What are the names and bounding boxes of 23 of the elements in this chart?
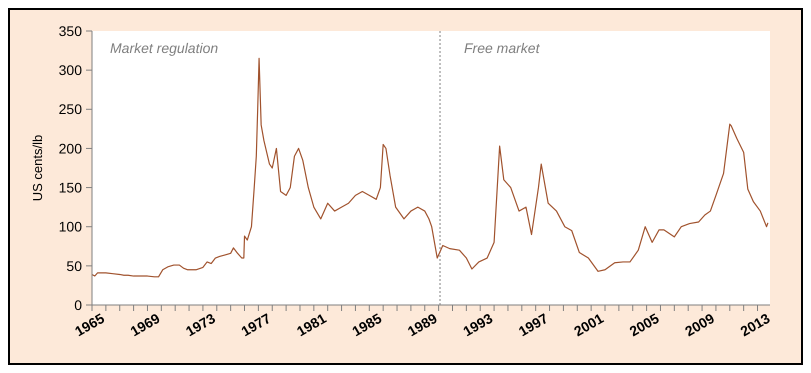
annotation: Free market (464, 40, 541, 56)
line-series (91, 58, 769, 278)
y-tick-label: 250 (58, 101, 82, 118)
x-tick-label: 1973 (182, 310, 218, 340)
y-tick-label: 100 (58, 218, 82, 235)
y-tick-label: 350 (58, 22, 82, 39)
x-tick-label: 1969 (127, 310, 163, 340)
y-tick-label: 50 (66, 258, 82, 274)
x-tick-label: 1981 (294, 310, 330, 340)
x-tick-label: 1989 (404, 310, 440, 340)
x-tick-label: 1985 (349, 310, 384, 340)
x-tick-label: 1997 (516, 310, 551, 340)
y-axis-title: US cents/lb (30, 134, 45, 202)
y-tick-label: 300 (58, 62, 82, 78)
x-tick-label: 2005 (626, 310, 662, 340)
y-tick-label: 150 (58, 179, 82, 196)
annotation: Market regulation (110, 40, 218, 56)
x-tick-label: 2009 (682, 310, 718, 340)
x-tick-label: 2001 (571, 310, 606, 340)
x-tick-label: 1977 (238, 310, 274, 340)
y-tick-label: 200 (58, 140, 82, 156)
x-tick-label: 1993 (460, 310, 496, 340)
x-tick-label: 2013 (738, 310, 773, 340)
